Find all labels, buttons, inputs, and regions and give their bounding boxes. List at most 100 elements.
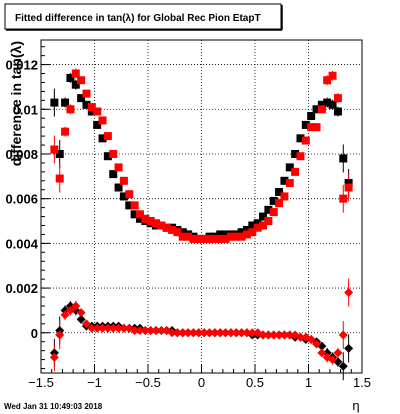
data-point-square (98, 116, 107, 125)
chart-title: Fitted difference in tan(λ) for Global R… (15, 13, 261, 24)
x-axis-label: η (352, 398, 359, 413)
data-point-diamond (226, 328, 236, 338)
data-point-diamond (338, 361, 348, 371)
data-point-diamond (183, 328, 193, 338)
data-point-square (333, 107, 342, 116)
x-tick-label: 1.5 (353, 375, 371, 390)
data-point-square (269, 196, 278, 205)
data-point-square (307, 123, 316, 132)
data-point-diamond (98, 323, 108, 333)
data-point-square (157, 221, 166, 230)
data-point-diamond (188, 328, 198, 338)
data-point-square (280, 176, 289, 185)
data-point-diamond (285, 330, 295, 340)
data-point-square (210, 234, 219, 243)
data-point-diamond (151, 326, 161, 336)
data-point-diamond (135, 326, 145, 336)
data-point-square (146, 217, 155, 226)
data-point-square (275, 187, 284, 196)
data-point-square (248, 221, 257, 230)
data-point-diamond (263, 330, 273, 340)
data-point-diamond (317, 348, 327, 358)
data-point-diamond (279, 330, 289, 340)
x-tick-label: 0 (198, 375, 205, 390)
data-point-square (264, 205, 273, 214)
data-point-square (103, 152, 112, 161)
data-point-diamond (103, 323, 113, 333)
data-point-square (237, 232, 246, 241)
x-tick-label: 1 (305, 375, 312, 390)
x-tick-labels: −1.5 −1 −0.5 0 0.5 1 1.5 (28, 375, 371, 390)
data-point-square (312, 105, 321, 114)
data-point-square (242, 230, 251, 239)
y-tick-labels: 0 0.002 0.004 0.006 0.008 0.01 0.012 (5, 58, 38, 341)
data-point-diamond (306, 334, 316, 344)
data-point-square (125, 190, 134, 199)
title-box (4, 3, 282, 30)
data-point-diamond (172, 328, 182, 338)
data-point-square (259, 221, 268, 230)
data-point-diamond (167, 328, 177, 338)
data-point-diamond (114, 323, 124, 333)
data-point-diamond (92, 323, 102, 333)
y-tick-label: 0.008 (5, 147, 38, 162)
data-point-square (344, 179, 353, 188)
data-point-square (221, 234, 230, 243)
data-point-square (61, 98, 70, 107)
data-point-square (87, 103, 96, 112)
data-point-diamond (199, 328, 209, 338)
data-point-square (280, 192, 289, 201)
data-point-square (98, 134, 107, 143)
data-point-square (275, 199, 284, 208)
data-point-square (269, 208, 278, 217)
data-point-square (285, 179, 294, 188)
data-point-diamond (87, 323, 97, 333)
data-point-diamond (71, 301, 81, 311)
data-point-diamond (49, 352, 59, 362)
data-point-diamond (237, 328, 247, 338)
data-point-square (291, 167, 300, 176)
data-point-square (66, 73, 75, 82)
data-point-square (317, 100, 326, 109)
data-point-square (189, 234, 198, 243)
data-point-square (87, 107, 96, 116)
data-point-square (296, 134, 305, 143)
data-point-square (285, 163, 294, 172)
data-point-square (135, 210, 144, 219)
data-point-square (194, 234, 203, 243)
data-point-square (339, 154, 348, 163)
y-tick-label: 0.004 (5, 236, 38, 251)
data-point-diamond (210, 328, 220, 338)
data-point-square (125, 201, 134, 210)
data-point-square (50, 145, 59, 154)
data-point-square (119, 176, 128, 185)
data-point-square (173, 228, 182, 237)
data-point-square (93, 120, 102, 129)
data-point-square (259, 212, 268, 221)
y-tick-label: 0.01 (13, 102, 38, 117)
data-point-diamond (242, 328, 252, 338)
y-tick-label: 0.012 (5, 58, 38, 73)
data-point-square (323, 98, 332, 107)
data-point-diamond (344, 288, 354, 298)
data-point-diamond (328, 355, 338, 365)
y-tick-label: 0.006 (5, 192, 38, 207)
data-point-diamond (215, 328, 225, 338)
data-point-square (109, 149, 118, 158)
data-point-square (317, 105, 326, 114)
data-point-diamond (108, 323, 118, 333)
data-point-square (168, 225, 177, 234)
data-point-diamond (333, 348, 343, 358)
data-point-diamond (274, 330, 284, 340)
data-point-square (339, 194, 348, 203)
data-point-square (55, 149, 64, 158)
data-point-square (178, 232, 187, 241)
data-point-square (103, 132, 112, 141)
x-tick-label: −0.5 (135, 375, 161, 390)
data-point-diamond (156, 326, 166, 336)
data-point-diamond (247, 328, 257, 338)
axis-ticks (40, 46, 363, 373)
data-point-diamond (205, 328, 215, 338)
data-point-square (130, 201, 139, 210)
